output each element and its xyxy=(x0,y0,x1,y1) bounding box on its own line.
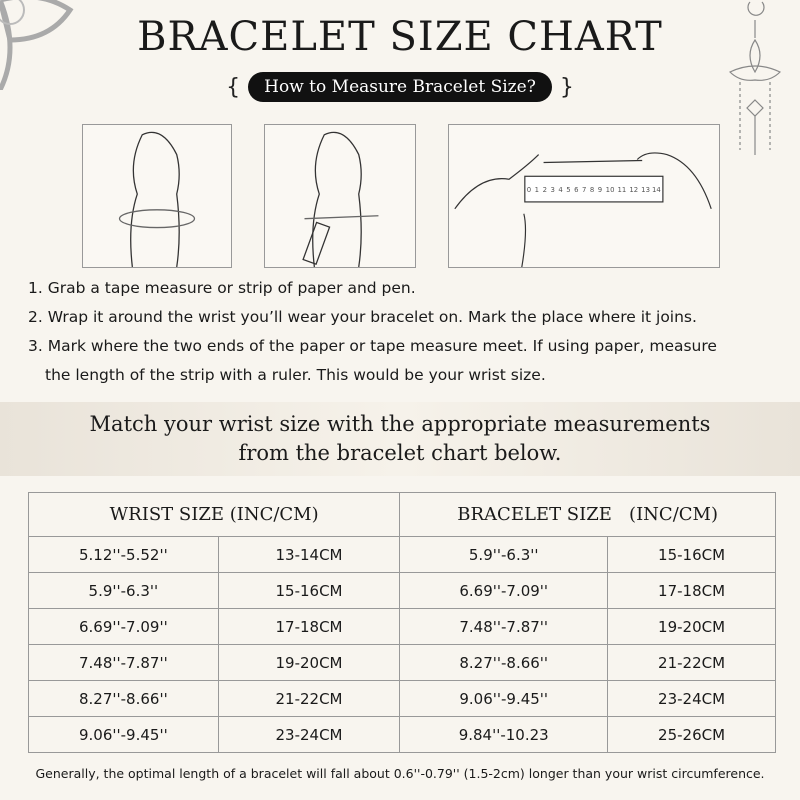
step-2: 2. Wrap it around the wrist you’ll wear … xyxy=(28,308,697,326)
bracelet-cm-cell: 23-24CM xyxy=(607,680,776,717)
subtitle-badge: How to Measure Bracelet Size? xyxy=(248,72,552,102)
table-row: 7.48''-7.87'' 19-20CM 8.27''-8.66'' 21-22CM xyxy=(28,644,776,681)
wrist-inch-cell: 5.12''-5.52'' xyxy=(28,536,219,573)
ruler-number: 7 xyxy=(582,186,586,194)
ruler-number: 6 xyxy=(574,186,578,194)
header-bracelet-size: BRACELET SIZE (INC/CM) xyxy=(399,492,776,537)
wrist-inch-cell: 6.69''-7.09'' xyxy=(28,608,219,645)
bracelet-cm-cell: 19-20CM xyxy=(607,608,776,645)
header-wrist-size: WRIST SIZE (INC/CM) xyxy=(27,492,401,537)
ruler-number: 5 xyxy=(566,186,570,194)
table-row: 9.06''-9.45'' 23-24CM 9.84''-10.23 25-26CM xyxy=(28,716,776,753)
wrist-cm-cell: 15-16CM xyxy=(217,572,401,609)
bracelet-inch-cell: 9.84''-10.23 xyxy=(399,716,609,753)
lotus-decoration xyxy=(728,1,782,155)
instruction-steps: 1. Grab a tape measure or strip of paper… xyxy=(28,274,717,390)
ruler-number: 13 xyxy=(641,186,650,194)
ruler-number: 0 xyxy=(527,186,531,194)
table-row: 6.69''-7.09'' 17-18CM 7.48''-7.87'' 19-20CM xyxy=(28,608,776,645)
bracelet-cm-cell: 21-22CM xyxy=(607,644,776,681)
wrist-cm-cell: 13-14CM xyxy=(217,536,401,573)
size-table: WRIST SIZE (INC/CM) BRACELET SIZE (INC/C… xyxy=(27,492,776,753)
ruler-numbers: 0 1 2 3 4 5 6 7 8 9 10 11 12 13 14 xyxy=(527,186,661,194)
bracelet-cm-cell: 15-16CM xyxy=(607,536,776,573)
wrist-cm-cell: 19-20CM xyxy=(217,644,401,681)
ruler-number: 4 xyxy=(558,186,562,194)
bracelet-inch-cell: 9.06''-9.45'' xyxy=(399,680,609,717)
match-line-2: from the bracelet chart below. xyxy=(238,441,562,465)
wrist-cm-cell: 21-22CM xyxy=(217,680,401,717)
swirl-right-icon: } xyxy=(559,74,574,100)
table-row: 8.27''-8.66'' 21-22CM 9.06''-9.45'' 23-24CM xyxy=(28,680,776,717)
wrist-inch-cell: 9.06''-9.45'' xyxy=(28,716,219,753)
match-banner: Match your wrist size with the appropria… xyxy=(0,402,800,476)
illustration-wrap-tape xyxy=(82,124,232,268)
ruler-number: 12 xyxy=(629,186,638,194)
ruler-number: 3 xyxy=(550,186,554,194)
step-3: 3. Mark where the two ends of the paper … xyxy=(28,337,717,355)
bracelet-cm-cell: 25-26CM xyxy=(607,716,776,753)
ruler-number: 8 xyxy=(590,186,594,194)
ruler-number: 2 xyxy=(543,186,547,194)
ruler-number: 14 xyxy=(652,186,661,194)
ruler-number: 10 xyxy=(606,186,615,194)
page-title: BRACELET SIZE CHART xyxy=(137,14,663,60)
swirl-left-icon: { xyxy=(226,74,241,100)
illustration-mark-pen xyxy=(264,124,416,268)
wrist-inch-cell: 8.27''-8.66'' xyxy=(28,680,219,717)
mandala-decoration xyxy=(0,0,74,90)
table-header-row: WRIST SIZE (INC/CM) BRACELET SIZE (INC/C… xyxy=(27,492,776,537)
table-row: 5.12''-5.52'' 13-14CM 5.9''-6.3'' 15-16CM xyxy=(28,536,776,573)
step-1: 1. Grab a tape measure or strip of paper… xyxy=(28,279,416,297)
ruler-number: 11 xyxy=(618,186,627,194)
bracelet-inch-cell: 5.9''-6.3'' xyxy=(399,536,609,573)
wrist-inch-cell: 5.9''-6.3'' xyxy=(28,572,219,609)
wrist-cm-cell: 17-18CM xyxy=(217,608,401,645)
ruler-number: 1 xyxy=(535,186,539,194)
step-3-continued: the length of the strip with a ruler. Th… xyxy=(45,366,546,384)
match-line-1: Match your wrist size with the appropria… xyxy=(89,412,711,436)
bracelet-inch-cell: 6.69''-7.09'' xyxy=(399,572,609,609)
footnote: Generally, the optimal length of a brace… xyxy=(35,766,765,781)
ruler-number: 9 xyxy=(598,186,602,194)
table-row: 5.9''-6.3'' 15-16CM 6.69''-7.09'' 17-18CM xyxy=(28,572,776,609)
wrist-cm-cell: 23-24CM xyxy=(217,716,401,753)
bracelet-inch-cell: 8.27''-8.66'' xyxy=(399,644,609,681)
bracelet-cm-cell: 17-18CM xyxy=(607,572,776,609)
bracelet-inch-cell: 7.48''-7.87'' xyxy=(399,608,609,645)
wrist-inch-cell: 7.48''-7.87'' xyxy=(28,644,219,681)
illustration-ruler: 0 1 2 3 4 5 6 7 8 9 10 11 12 13 14 xyxy=(448,124,720,283)
